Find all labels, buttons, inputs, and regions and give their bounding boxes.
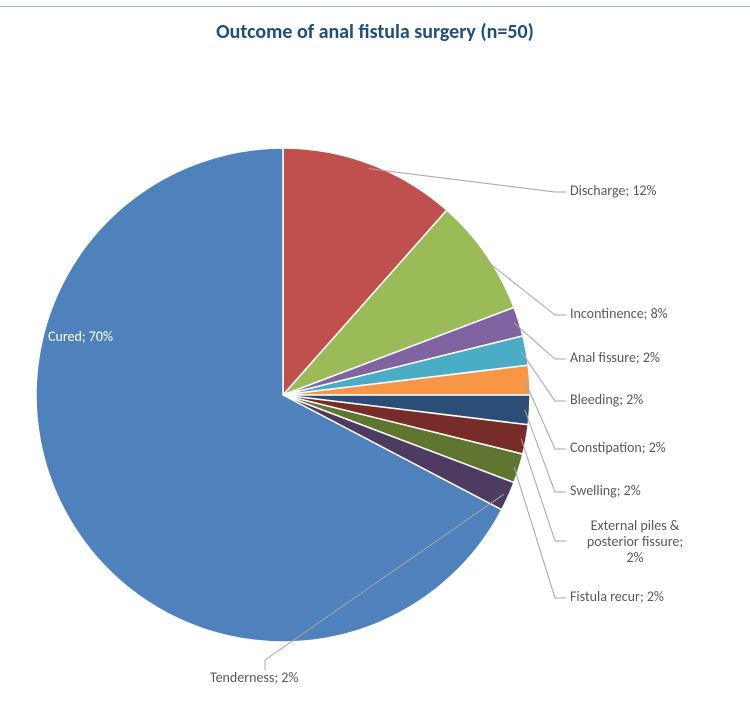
label-swelling: Swelling; 2%	[570, 483, 641, 499]
leader-external-piles-posterior-fissure	[521, 439, 566, 541]
label-incontinence: Incontinence; 8%	[570, 306, 668, 322]
label-tenderness: Tenderness; 2%	[210, 670, 298, 686]
label-discharge: Discharge; 12%	[570, 183, 657, 199]
leader-constipation	[525, 380, 566, 449]
label-bleeding: Bleeding; 2%	[570, 392, 643, 408]
label-fistula-recur: Fistula recur; 2%	[570, 589, 664, 605]
label-cured: Cured; 70%	[48, 329, 113, 345]
leader-fistula-recur	[514, 467, 566, 598]
leader-swelling	[525, 410, 566, 492]
label-external-piles-posterior-fissure: External piles &posterior fissure;2%	[570, 518, 700, 566]
label-anal-fissure: Anal fissure; 2%	[570, 350, 660, 366]
label-constipation: Constipation; 2%	[570, 440, 666, 456]
